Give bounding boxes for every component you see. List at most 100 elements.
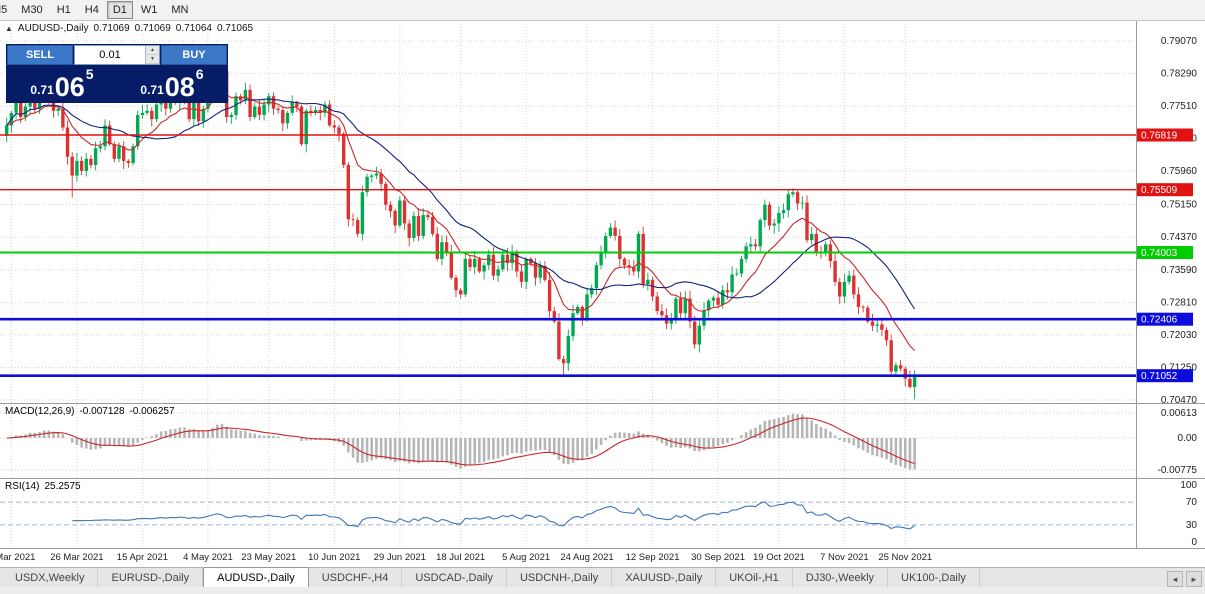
svg-text:0.00613: 0.00613: [1161, 408, 1198, 419]
timeframe-toolbar: M5 M30 H1 H4 D1 W1 MN: [0, 0, 1205, 21]
price-tag-0.72406: 0.72406: [1137, 312, 1193, 326]
svg-text:26 Mar 2021: 26 Mar 2021: [50, 552, 103, 563]
macd-histogram: [10, 413, 916, 470]
svg-text:0.79070: 0.79070: [1161, 36, 1198, 47]
volume-down-button[interactable]: ▼: [146, 55, 159, 64]
one-click-trading-panel: SELL ▲ ▼ BUY 0.71 06 5 0.71: [6, 44, 228, 103]
svg-text:25 Nov 2021: 25 Nov 2021: [878, 552, 932, 563]
chart-tab-usdcnh-daily[interactable]: USDCNH-,Daily: [507, 568, 613, 588]
chart-window: 0.790700.782900.775100.767400.759600.751…: [0, 21, 1205, 567]
chart-tab-usdcad-daily[interactable]: USDCAD-,Daily: [402, 568, 507, 588]
buy-price-prefix: 0.71: [140, 83, 164, 97]
rsi-value: 25.2575: [44, 481, 81, 492]
svg-text:18 Jul 2021: 18 Jul 2021: [436, 552, 485, 563]
svg-text:0.72030: 0.72030: [1161, 330, 1198, 341]
one-click-collapse-icon[interactable]: ▲: [5, 24, 13, 33]
svg-text:-0.00775: -0.00775: [1158, 465, 1198, 476]
rsi-line: [72, 501, 915, 530]
date-axis: 8 Mar 2021 26 Mar 2021 15 Apr 2021 4 May 20…: [0, 552, 932, 563]
price-axis: 0.790700.782900.775100.767400.759600.751…: [1158, 36, 1198, 548]
tabs-scroll-left-button[interactable]: ◄: [1167, 571, 1183, 587]
chart-tab-uk100-daily[interactable]: UK100-,Daily: [888, 568, 980, 588]
macd-signal-value: -0.006257: [129, 406, 175, 417]
chart-symbol-label: AUDUSD-,Daily: [17, 23, 89, 34]
svg-text:0.75960: 0.75960: [1161, 166, 1198, 177]
volume-spinner: ▲ ▼: [145, 46, 159, 64]
price-tag-0.75509: 0.75509: [1137, 183, 1193, 197]
chart-tab-xauusd-daily[interactable]: XAUUSD-,Daily: [612, 568, 717, 588]
ohlc-low: 0.71064: [175, 23, 212, 34]
rsi-indicator-label: RSI(14) 25.2575: [5, 481, 81, 492]
buy-price-point: 6: [195, 66, 204, 82]
macd-indicator-label: MACD(12,26,9) -0.007128 -0.006257: [5, 406, 175, 417]
chart-background: [0, 21, 1205, 567]
volume-up-button[interactable]: ▲: [146, 46, 159, 55]
macd-signal-line: [6, 417, 915, 466]
chart-tab-dj30-weekly[interactable]: DJ30-,Weekly: [793, 568, 889, 588]
timeframe-button-d1[interactable]: D1: [106, 1, 133, 19]
svg-text:19 Oct 2021: 19 Oct 2021: [753, 552, 805, 563]
svg-text:0.73590: 0.73590: [1161, 265, 1198, 276]
svg-text:100: 100: [1180, 480, 1197, 491]
chart-tab-audusd-daily[interactable]: AUDUSD-,Daily: [203, 567, 309, 588]
price-tag-0.74003: 0.74003: [1137, 246, 1193, 259]
svg-text:23 May 2021: 23 May 2021: [241, 552, 296, 563]
sell-button[interactable]: SELL: [7, 45, 73, 65]
svg-text:10 Jun 2021: 10 Jun 2021: [308, 552, 360, 563]
chart-tab-eurusd-daily[interactable]: EURUSD-,Daily: [98, 568, 204, 588]
svg-text:0.76819: 0.76819: [1141, 131, 1178, 142]
svg-text:0.70470: 0.70470: [1161, 395, 1198, 406]
chart-tabs: USDX,Weekly EURUSD-,Daily AUDUSD-,Daily USD…: [0, 567, 980, 588]
sell-price-point: 5: [85, 66, 94, 82]
sell-price-pips: 06: [54, 72, 85, 103]
ohlc-close: 0.71065: [216, 23, 254, 34]
svg-text:7 Nov 2021: 7 Nov 2021: [820, 552, 869, 563]
svg-text:0.71250: 0.71250: [1161, 362, 1198, 373]
candles-layer: [5, 47, 917, 400]
svg-text:0.72810: 0.72810: [1161, 297, 1198, 308]
chart-tab-ukoil-h1[interactable]: UKOil-,H1: [716, 568, 793, 588]
price-tag-0.71052: 0.71052: [1137, 369, 1193, 383]
svg-text:5 Aug 2021: 5 Aug 2021: [502, 552, 550, 563]
svg-text:0: 0: [1191, 537, 1197, 548]
macd-main-value: -0.007128: [79, 406, 125, 417]
volume-input[interactable]: [75, 46, 145, 64]
price-chart-svg[interactable]: 0.790700.782900.775100.767400.759600.751…: [0, 21, 1205, 567]
tabs-scroll-right-button[interactable]: ►: [1186, 571, 1202, 587]
timeframe-button-mn[interactable]: MN: [171, 4, 189, 16]
chart-tab-usdx-weekly[interactable]: USDX,Weekly: [2, 568, 99, 588]
timeframe-button-m30[interactable]: M30: [21, 4, 43, 16]
macd-name: MACD(12,26,9): [5, 406, 75, 417]
status-strip: [0, 587, 1205, 594]
timeframe-button-m5[interactable]: M5: [0, 4, 8, 16]
timeframe-button-h1[interactable]: H1: [56, 4, 71, 16]
tab-scroll-arrows: ◄ ►: [1167, 571, 1202, 587]
svg-text:29 Jun 2021: 29 Jun 2021: [374, 552, 426, 563]
buy-button[interactable]: BUY: [161, 45, 227, 65]
svg-text:0.72406: 0.72406: [1141, 315, 1178, 326]
buy-price-button[interactable]: 0.71 08 6: [117, 65, 227, 102]
price-tag-0.76819: 0.76819: [1137, 128, 1193, 142]
svg-text:70: 70: [1186, 497, 1198, 508]
svg-text:4 May 2021: 4 May 2021: [183, 552, 233, 563]
svg-text:0.78290: 0.78290: [1161, 69, 1198, 80]
sell-price-button[interactable]: 0.71 06 5: [7, 65, 117, 102]
rsi-name: RSI(14): [5, 481, 40, 492]
grid-layer: [0, 21, 1136, 548]
svg-text:0.71052: 0.71052: [1141, 371, 1178, 382]
svg-text:12 Sep 2021: 12 Sep 2021: [626, 552, 680, 563]
timeframe-button-w1[interactable]: W1: [140, 4, 158, 16]
ohlc-open: 0.71069: [93, 23, 130, 34]
svg-text:0.74003: 0.74003: [1141, 248, 1178, 259]
chart-ohlc-header: ▲ AUDUSD-,Daily 0.71069 0.71069 0.71064 …: [5, 23, 253, 34]
svg-text:0.75509: 0.75509: [1141, 185, 1178, 196]
svg-text:30: 30: [1186, 520, 1198, 531]
svg-text:8 Mar 2021: 8 Mar 2021: [0, 552, 35, 563]
ohlc-high: 0.71069: [134, 23, 171, 34]
chart-tab-usdchf-h4[interactable]: USDCHF-,H4: [309, 568, 403, 588]
svg-text:0.75150: 0.75150: [1161, 200, 1198, 211]
chart-tab-bar: USDX,Weekly EURUSD-,Daily AUDUSD-,Daily USD…: [0, 567, 1205, 588]
timeframe-button-h4[interactable]: H4: [84, 4, 99, 16]
svg-text:0.77510: 0.77510: [1161, 101, 1198, 112]
